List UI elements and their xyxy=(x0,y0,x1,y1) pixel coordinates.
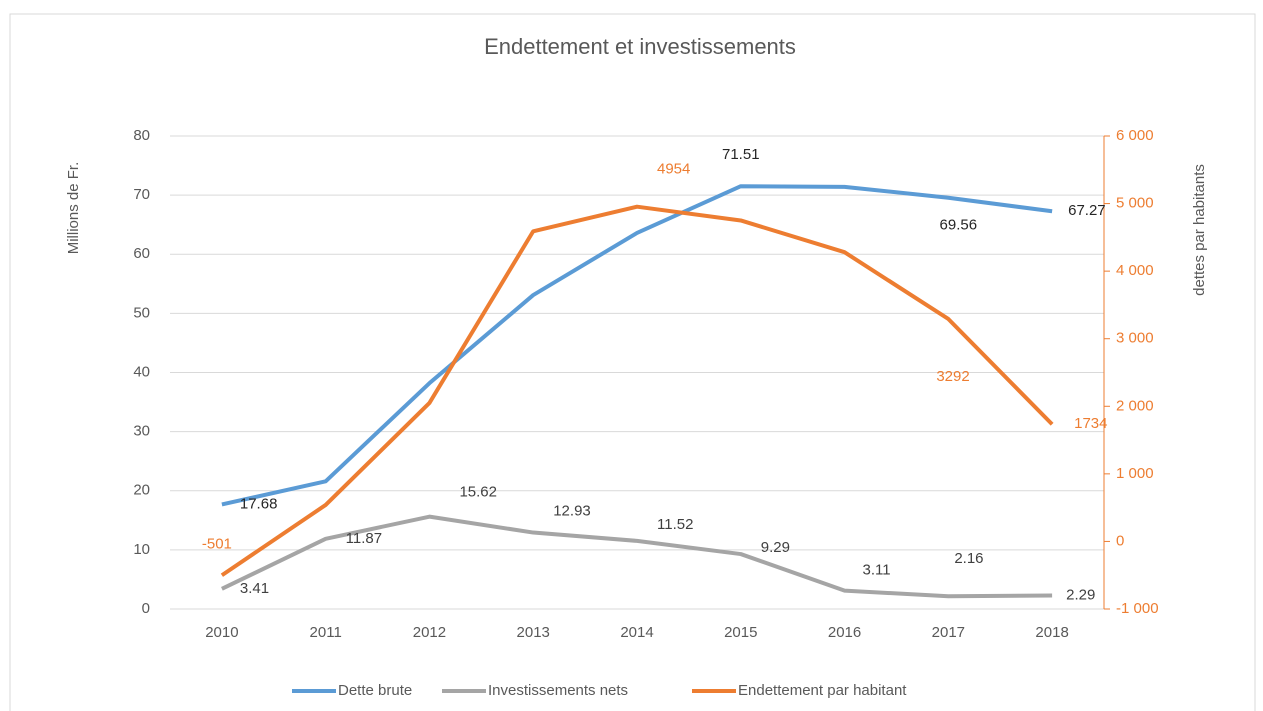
x-tick-label: 2013 xyxy=(517,624,550,641)
x-tick-label: 2014 xyxy=(620,624,653,641)
data-label: 3.41 xyxy=(240,580,269,597)
legend-label: Investissements nets xyxy=(488,682,628,699)
y-tick-label: 40 xyxy=(133,363,150,380)
y2-tick-label: 4 000 xyxy=(1116,262,1154,279)
data-label: 3292 xyxy=(936,368,969,385)
y-tick-label: 70 xyxy=(133,186,150,203)
y2-tick-label: 6 000 xyxy=(1116,127,1154,144)
y-tick-label: 80 xyxy=(133,127,150,144)
data-label: 11.87 xyxy=(346,530,382,547)
chart-title: Endettement et investissements xyxy=(484,34,796,59)
data-label: 9.29 xyxy=(761,539,790,556)
y-axis-title: Millions de Fr. xyxy=(65,162,82,255)
y2-tick-label: 1 000 xyxy=(1116,465,1154,482)
data-label: -501 xyxy=(202,535,232,552)
data-label: 71.51 xyxy=(722,146,760,163)
y-tick-label: 20 xyxy=(133,482,150,499)
data-label: 1734 xyxy=(1074,415,1107,432)
y-tick-label: 60 xyxy=(133,245,150,262)
y2-tick-label: 2 000 xyxy=(1116,397,1154,414)
data-label: 15.62 xyxy=(459,484,497,501)
y-tick-label: 50 xyxy=(133,304,150,321)
data-label: 2.29 xyxy=(1066,586,1095,603)
x-tick-label: 2012 xyxy=(413,624,446,641)
series-line xyxy=(220,204,1054,577)
chart-border xyxy=(9,13,1256,711)
y-tick-label: 0 xyxy=(142,600,150,617)
y2-tick-label: 5 000 xyxy=(1116,195,1154,212)
x-tick-label: 2010 xyxy=(205,624,238,641)
data-label: 12.93 xyxy=(553,503,591,520)
x-tick-label: 2015 xyxy=(724,624,757,641)
data-label: 67.27 xyxy=(1068,202,1106,219)
y-tick-label: 10 xyxy=(133,541,150,558)
x-tick-label: 2016 xyxy=(828,624,861,641)
x-tick-label: 2018 xyxy=(1035,624,1068,641)
y2-tick-label: -1 000 xyxy=(1116,600,1159,617)
data-label: 17.68 xyxy=(240,495,278,512)
y-tick-label: 30 xyxy=(133,423,150,440)
y2-axis-title: dettes par habitants xyxy=(1191,164,1208,296)
y2-tick-label: 0 xyxy=(1116,532,1124,549)
legend-label: Dette brute xyxy=(338,682,412,699)
y2-tick-label: 3 000 xyxy=(1116,330,1154,347)
data-label: 11.52 xyxy=(657,516,693,533)
x-tick-label: 2017 xyxy=(932,624,965,641)
data-label: 4954 xyxy=(657,161,690,178)
data-label: 3.11 xyxy=(863,562,891,579)
data-label: 2.16 xyxy=(954,550,983,567)
data-label: 69.56 xyxy=(940,217,978,234)
x-tick-label: 2011 xyxy=(310,624,342,641)
legend-label: Endettement par habitant xyxy=(738,682,907,699)
series-line xyxy=(221,184,1053,507)
series-line xyxy=(221,514,1053,599)
